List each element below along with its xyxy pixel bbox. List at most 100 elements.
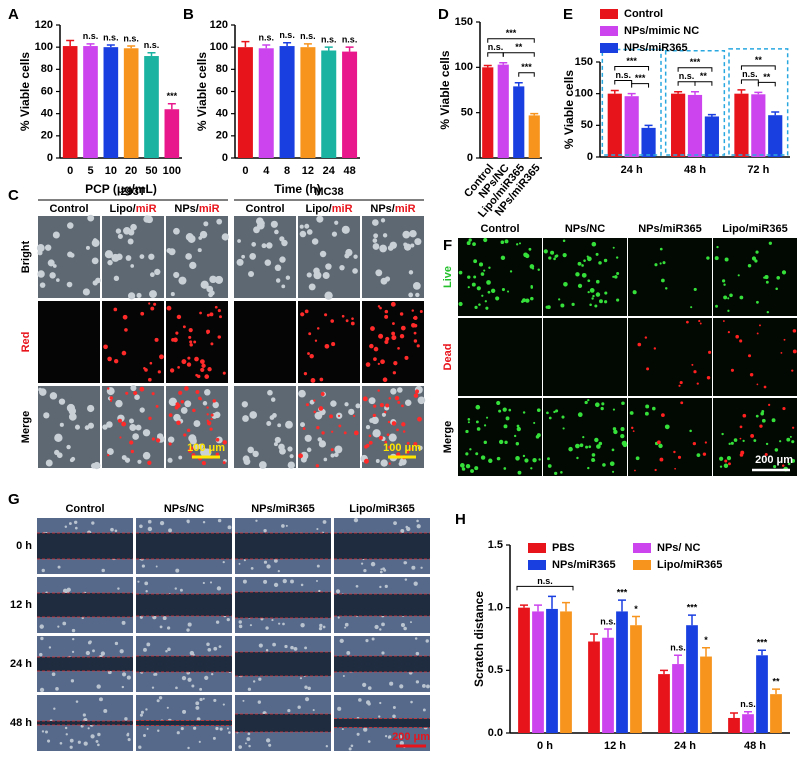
cell [739, 437, 742, 440]
cell [213, 698, 217, 703]
cell [242, 579, 247, 584]
significance-label: n.s. [83, 31, 99, 41]
significance-bracket [614, 80, 633, 85]
cell [756, 332, 759, 335]
cell [426, 684, 430, 689]
cell [315, 464, 320, 468]
bar [624, 96, 639, 157]
micrograph [234, 301, 296, 383]
cell [202, 581, 205, 585]
column-label-part: Lipo/ [305, 203, 331, 215]
cell [384, 309, 389, 314]
cell [372, 429, 381, 438]
error-bar [66, 39, 75, 47]
cell [300, 622, 305, 628]
cell [699, 322, 702, 325]
cell [176, 420, 181, 426]
cell [185, 253, 192, 260]
bar [704, 116, 719, 157]
significance-label: n.s. [103, 32, 119, 42]
cell [308, 332, 312, 336]
cell [749, 373, 754, 377]
cell [351, 317, 354, 321]
bar [164, 109, 180, 158]
cell [72, 637, 75, 641]
significance-label: n.s. [600, 616, 616, 626]
row-label: 12 h [10, 599, 32, 611]
cell [306, 229, 313, 235]
cell [217, 518, 222, 523]
cell [330, 453, 335, 458]
cell [130, 449, 135, 454]
error-bar [632, 615, 640, 626]
group-box [728, 48, 789, 156]
cell [59, 422, 64, 427]
cell [394, 395, 400, 401]
cell [339, 264, 345, 271]
cell [343, 431, 347, 435]
bar [751, 94, 766, 157]
error-bar [127, 45, 136, 49]
cell [716, 245, 719, 249]
y-tick-label: 0 [222, 152, 228, 164]
cell [474, 466, 479, 471]
cell [43, 412, 50, 419]
legend-swatch [600, 43, 618, 53]
cell [238, 745, 242, 749]
cell [206, 419, 210, 422]
cell [754, 259, 758, 263]
cell [490, 288, 496, 293]
cell [166, 626, 171, 630]
scratch-gap [334, 533, 430, 559]
cell [243, 559, 246, 562]
cell [146, 727, 149, 730]
cell [222, 371, 226, 375]
cell [469, 448, 472, 451]
cell [135, 424, 142, 431]
cell [216, 586, 222, 591]
cell [142, 451, 151, 460]
cell [370, 561, 376, 567]
cell [212, 399, 216, 403]
cell [197, 443, 204, 450]
cell [579, 443, 584, 448]
cell [212, 736, 216, 740]
cell [384, 735, 388, 738]
cell [203, 221, 209, 227]
cell [290, 645, 294, 650]
cell [212, 401, 219, 409]
cell [403, 242, 408, 247]
error-bar [674, 91, 683, 94]
significance-label: ** [755, 55, 763, 65]
cell [665, 287, 668, 290]
cell [352, 268, 358, 274]
cell [587, 290, 590, 294]
cell [400, 622, 406, 628]
cell [591, 453, 596, 457]
cell [171, 337, 175, 342]
cell [147, 460, 152, 465]
cell [159, 520, 165, 526]
cell [584, 400, 588, 405]
cell [714, 256, 719, 261]
cell [330, 400, 337, 407]
cell [727, 297, 730, 300]
cell [458, 270, 463, 275]
group-title: 293T [120, 186, 145, 198]
row-label: Live [442, 266, 454, 288]
cell [322, 271, 330, 280]
cell [314, 411, 323, 420]
legend-swatch [600, 26, 618, 36]
y-tick-label: 0 [587, 151, 593, 163]
cell [723, 295, 728, 300]
cell [200, 359, 205, 364]
cell [664, 424, 670, 430]
cell [759, 324, 761, 327]
y-tick-label: 40 [216, 108, 228, 120]
cell [516, 426, 521, 432]
cell [739, 295, 744, 300]
cell [168, 413, 173, 418]
cell [107, 259, 113, 266]
cell [191, 684, 195, 688]
cell [752, 435, 754, 438]
